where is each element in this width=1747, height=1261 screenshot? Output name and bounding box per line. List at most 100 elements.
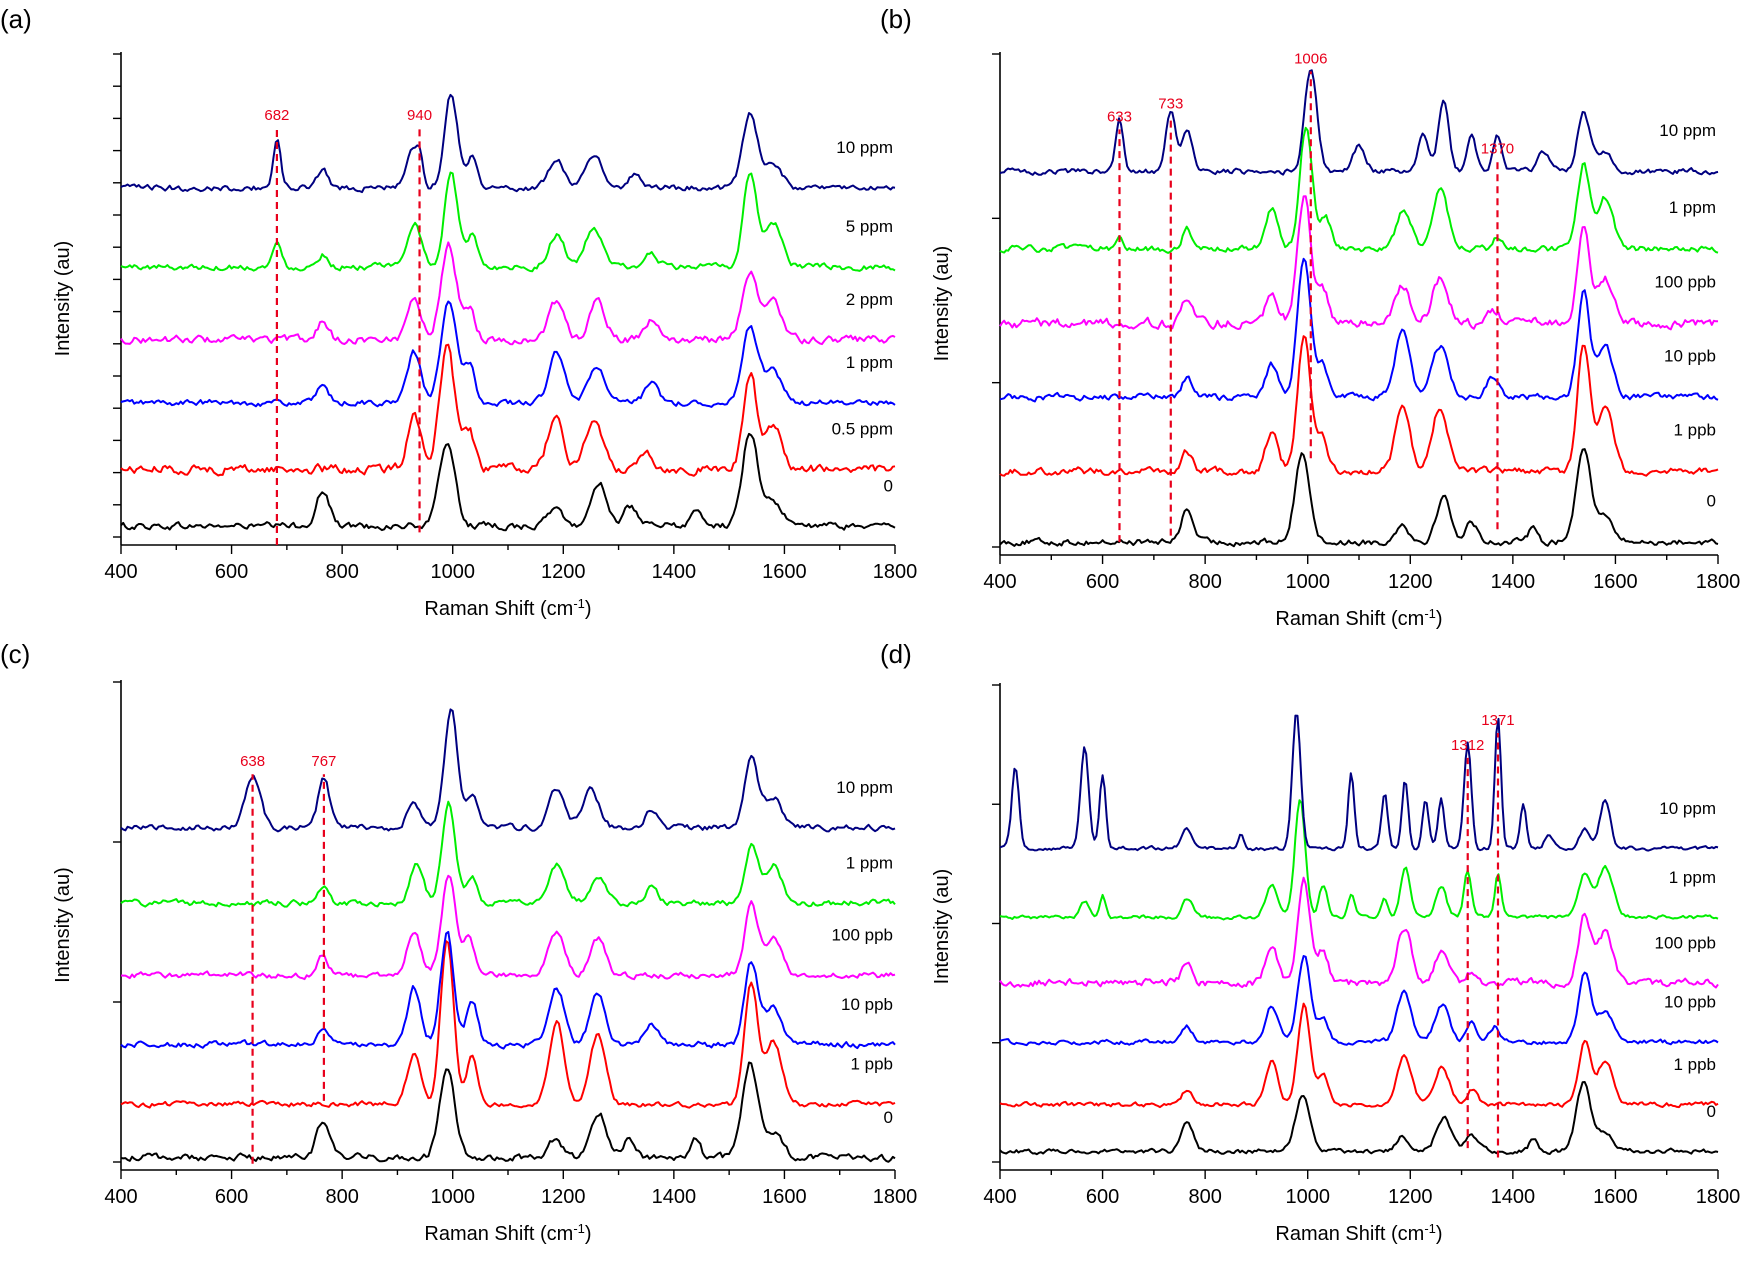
series-label: 5 ppm [846, 217, 893, 236]
x-axis-title: Raman Shift (cm-1) [1275, 606, 1442, 631]
x-tick-label: 1400 [652, 1186, 697, 1208]
series-line-100-ppb [999, 195, 1719, 331]
series-line-100-ppb [120, 874, 896, 981]
panel-label: (b) [880, 4, 912, 34]
peak-marker-label: 1006 [1294, 50, 1327, 67]
peak-marker-label: 1312 [1451, 737, 1484, 754]
series-line-0 [999, 448, 1719, 548]
peak-marker-label: 733 [1158, 95, 1183, 112]
series-label: 10 ppb [1664, 347, 1716, 366]
y-axis-title: Intensity (au) [52, 241, 74, 357]
series-label: 1 ppb [1673, 421, 1716, 440]
x-tick-label: 800 [325, 1186, 358, 1208]
x-tick-label: 1200 [541, 1186, 586, 1208]
series-line-1-ppm [120, 800, 896, 908]
x-tick-label: 1000 [430, 1186, 475, 1208]
x-axis-title: Raman Shift (cm-1) [424, 1221, 591, 1246]
y-axis-title: Intensity (au) [52, 867, 74, 983]
x-tick-label: 400 [983, 1186, 1016, 1208]
peak-marker-label: 767 [311, 753, 336, 770]
series-line-0 [120, 432, 896, 532]
series-line-1-ppb [120, 940, 896, 1109]
series-label: 10 ppm [1659, 121, 1716, 140]
x-tick-label: 1000 [430, 561, 475, 583]
series-line-2-ppm [120, 241, 896, 346]
x-tick-label: 400 [104, 561, 137, 583]
series-line-1-ppb [999, 1002, 1719, 1109]
x-tick-label: 1000 [1285, 571, 1330, 593]
x-tick-label: 1600 [762, 561, 807, 583]
series-label: 1 ppm [1669, 868, 1716, 887]
series-line-10-ppm [120, 708, 896, 833]
series-line-1-ppm [999, 126, 1719, 254]
chart-panel-4: (d) 400 600 800 1000 1200 1400 1600 1800 Raman Sh… [880, 639, 1740, 1245]
x-tick-label: 1400 [652, 561, 697, 583]
peak-marker-label: 1370 [1481, 141, 1514, 158]
x-tick-label: 1800 [873, 1186, 918, 1208]
panel-label: (d) [880, 639, 912, 669]
x-tick-label: 600 [215, 561, 248, 583]
x-tick-label: 600 [215, 1186, 248, 1208]
series-line-100-ppb [999, 876, 1719, 989]
series-line-10-ppb [999, 955, 1719, 1047]
series-line-10-ppm [120, 93, 896, 194]
x-tick-label: 1800 [873, 561, 918, 583]
series-label: 1 ppb [850, 1054, 893, 1073]
chart-panel-2: (b) 400 600 800 1000 1200 1400 1600 1800 Raman Sh… [880, 4, 1740, 630]
series-label: 10 ppm [836, 138, 893, 157]
series-label: 100 ppb [1655, 272, 1716, 291]
x-tick-label: 1800 [1696, 1186, 1741, 1208]
x-tick-label: 800 [1188, 571, 1221, 593]
x-tick-label: 1800 [1696, 571, 1741, 593]
x-tick-label: 1200 [1388, 571, 1433, 593]
panel-label: (c) [0, 639, 30, 669]
x-tick-label: 1200 [1388, 1186, 1433, 1208]
x-tick-label: 1200 [541, 561, 586, 583]
series-line-1-ppm [999, 799, 1719, 921]
series-label: 1 ppm [846, 853, 893, 872]
x-tick-label: 400 [104, 1186, 137, 1208]
x-tick-label: 800 [1188, 1186, 1221, 1208]
series-line-10-ppm [999, 69, 1719, 176]
peak-marker-label: 638 [240, 753, 265, 770]
series-label: 2 ppm [846, 290, 893, 309]
x-tick-label: 1600 [1593, 1186, 1638, 1208]
series-label: 0 [1707, 1102, 1716, 1121]
series-line-10-ppm [999, 714, 1719, 852]
x-axis-title: Raman Shift (cm-1) [424, 596, 591, 621]
series-label: 0 [884, 1108, 893, 1127]
series-label: 0 [1707, 492, 1716, 511]
series-label: 0.5 ppm [832, 419, 893, 438]
peak-marker-label: 633 [1107, 108, 1132, 125]
x-tick-label: 1400 [1491, 571, 1536, 593]
series-label: 1 ppm [846, 353, 893, 372]
series-label: 0 [884, 476, 893, 495]
series-label: 10 ppm [1659, 799, 1716, 818]
x-tick-label: 1400 [1491, 1186, 1536, 1208]
series-label: 10 ppb [841, 995, 893, 1014]
x-axis-title: Raman Shift (cm-1) [1275, 1221, 1442, 1246]
x-tick-label: 600 [1086, 571, 1119, 593]
series-line-1-ppm [120, 300, 896, 408]
series-label: 100 ppb [1655, 933, 1716, 952]
series-line-0.5-ppm [120, 343, 896, 477]
x-tick-label: 400 [983, 571, 1016, 593]
chart-panel-1: (a) 400 600 800 1000 1200 1400 1600 1800 Raman Sh… [0, 4, 917, 620]
series-label: 1 ppb [1673, 1055, 1716, 1074]
x-tick-label: 1600 [1593, 571, 1638, 593]
peak-marker-label: 682 [264, 107, 289, 124]
x-tick-label: 800 [325, 561, 358, 583]
series-line-10-ppb [120, 930, 896, 1050]
series-line-10-ppb [999, 257, 1719, 403]
series-line-0 [120, 1061, 896, 1163]
panel-label: (a) [0, 4, 32, 34]
y-axis-title: Intensity (au) [931, 869, 953, 985]
x-tick-label: 1600 [762, 1186, 807, 1208]
x-tick-label: 1000 [1285, 1186, 1330, 1208]
series-line-0 [999, 1081, 1719, 1156]
series-line-5-ppm [120, 171, 896, 273]
series-label: 100 ppb [832, 926, 893, 945]
peak-marker-label: 1371 [1481, 712, 1514, 729]
series-label: 10 ppb [1664, 993, 1716, 1012]
